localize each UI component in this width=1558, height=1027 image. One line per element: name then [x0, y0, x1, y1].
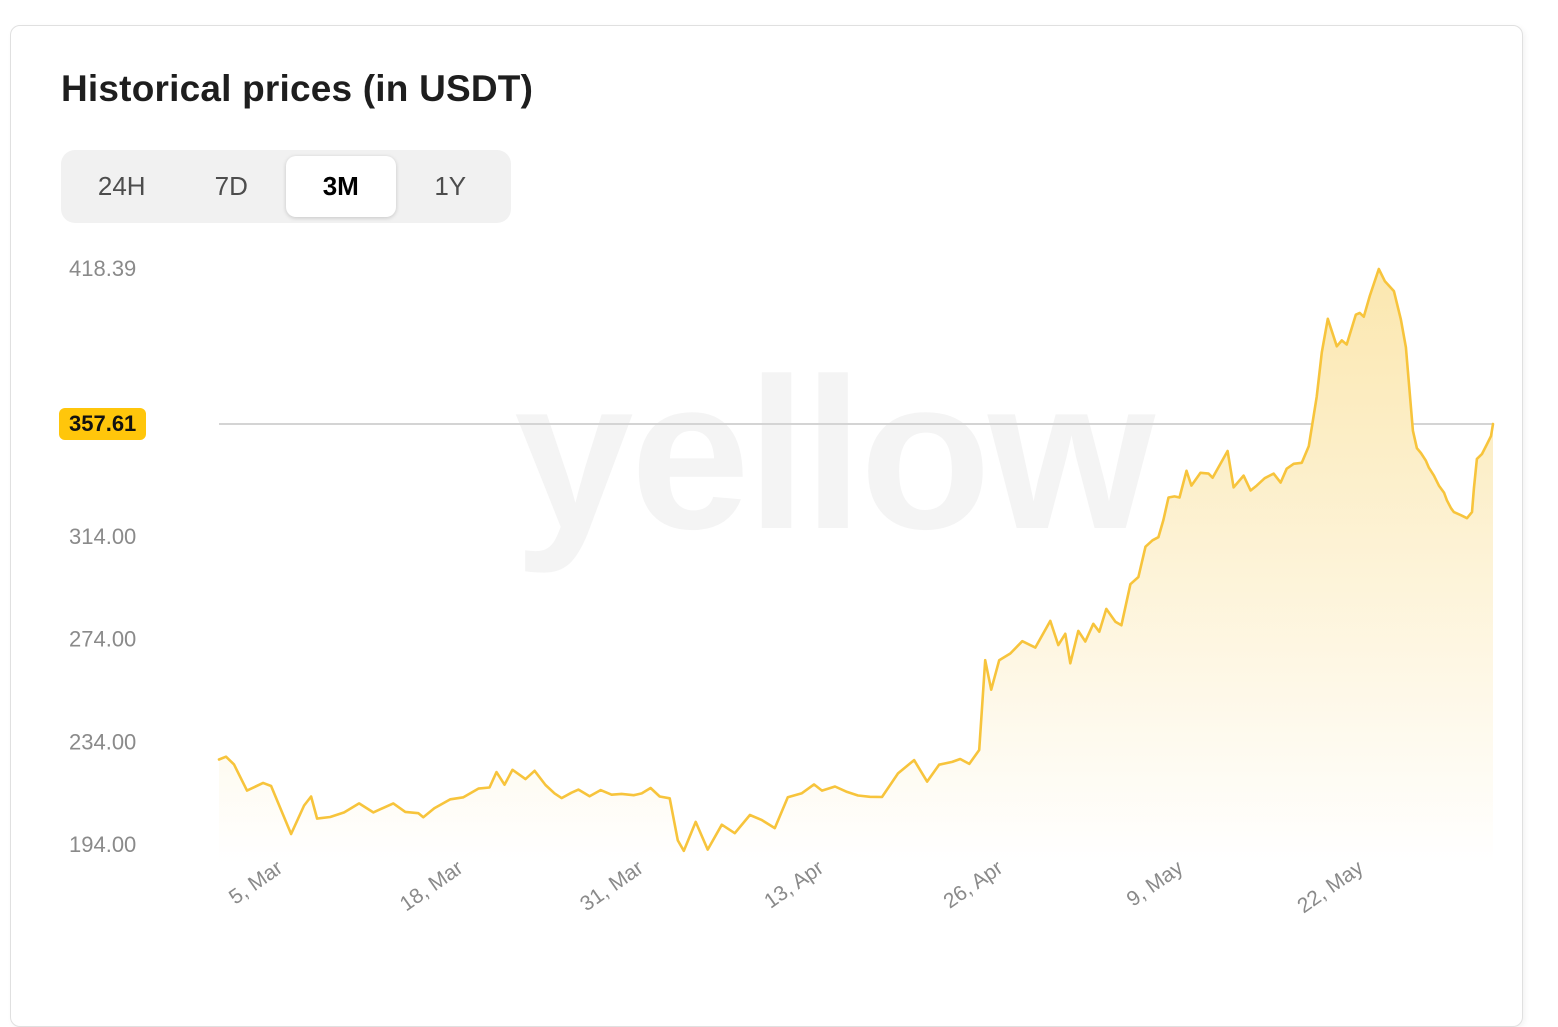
- yellow-watermark: yellow: [514, 330, 1155, 578]
- x-axis-label: 22, May: [1293, 856, 1368, 918]
- x-axis-label: 13, Apr: [760, 856, 828, 913]
- y-axis-label: 314.00: [69, 524, 136, 549]
- tab-3m[interactable]: 3M: [286, 156, 396, 217]
- x-axis-label: 26, Apr: [939, 856, 1007, 913]
- x-axis-label: 18, Mar: [396, 856, 468, 916]
- x-axis-label: 5, Mar: [225, 856, 287, 909]
- tab-7d[interactable]: 7D: [214, 171, 248, 201]
- page-title: Historical prices (in USDT): [61, 68, 534, 109]
- y-axis-label: 194.00: [69, 832, 136, 857]
- y-axis-label: 234.00: [69, 729, 136, 754]
- y-axis-label: 274.00: [69, 627, 136, 652]
- timeframe-tabs: 24H 7D 3M 1Y: [61, 150, 511, 223]
- price-area-fill: [219, 269, 1493, 864]
- historical-prices-card: Historical prices (in USDT) 24H 7D 3M 1Y ye…: [10, 25, 1523, 1027]
- y-axis-label: 418.39: [69, 256, 136, 281]
- price-line: [217, 267, 1495, 853]
- x-axis-label: 31, Mar: [576, 856, 648, 916]
- tab-1y[interactable]: 1Y: [434, 171, 467, 201]
- current-price-badge: 357.61: [59, 408, 147, 440]
- tab-24h[interactable]: 24H: [97, 171, 146, 201]
- price-area-chart[interactable]: 418.39 314.00 274.00 234.00 194.00 5, Mar 18, …: [11, 26, 1522, 1026]
- x-axis-label: 9, May: [1123, 856, 1188, 911]
